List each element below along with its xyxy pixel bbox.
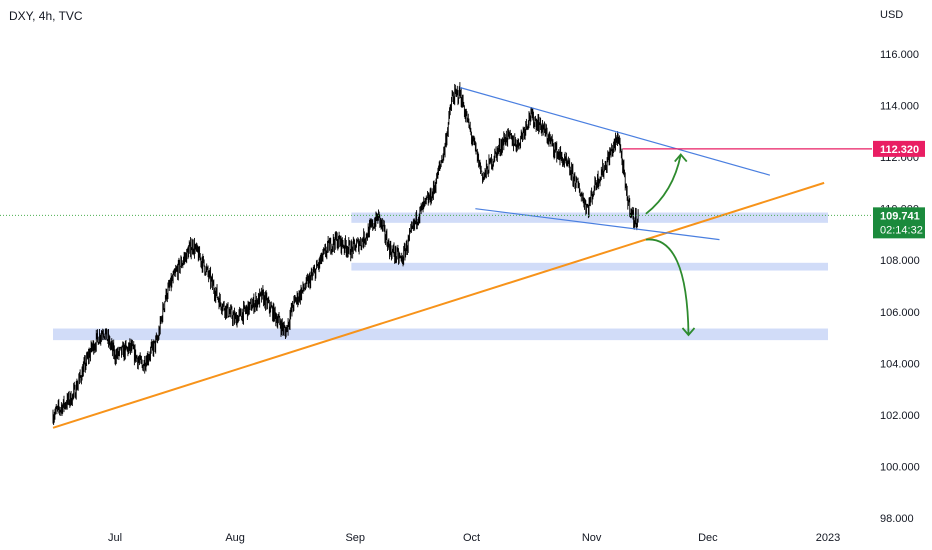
time-ticks: Jul Aug Sep Oct Nov Dec 2023 [108, 532, 840, 544]
last-price-tag [873, 207, 925, 239]
zone-0[interactable] [351, 212, 828, 223]
projection-arrows [645, 153, 696, 337]
time-tick-label: Oct [463, 532, 480, 544]
zone-1[interactable] [351, 262, 828, 271]
price-tick-label: 102.000 [880, 410, 920, 422]
bar-countdown: 02:14:32 [880, 224, 923, 236]
price-axis[interactable]: USD 116.000114.000112.000110.000108.0001… [872, 0, 932, 525]
price-tick-label: 108.000 [880, 255, 920, 267]
time-tick-label: Dec [698, 532, 718, 544]
price-tick-label: 98.000 [880, 513, 914, 525]
price-tick-label: 114.000 [880, 101, 919, 113]
arrow-up [645, 154, 682, 215]
target-price-label: 112.320 [880, 144, 919, 156]
trendline-support[interactable] [52, 181, 825, 429]
last-price-label: 109.741 [880, 210, 920, 222]
drawings [0, 86, 872, 429]
candles [52, 82, 639, 425]
time-tick-label: Nov [582, 532, 602, 544]
time-axis[interactable]: Jul Aug Sep Oct Nov Dec 2023 [108, 532, 840, 544]
arrowhead-up [674, 153, 688, 163]
symbol-title: DXY, 4h, TVC [9, 9, 83, 23]
price-tick-label: 100.000 [880, 461, 920, 473]
time-tick-label: Sep [345, 532, 365, 544]
price-tick-label: 116.000 [880, 49, 919, 61]
price-ticks: 116.000114.000112.000110.000108.000106.0… [880, 49, 920, 525]
time-tick-label: 2023 [816, 532, 840, 544]
time-tick-label: Jul [108, 532, 122, 544]
price-tick-label: 104.000 [880, 358, 920, 370]
arrow-down [645, 238, 690, 335]
price-tick-label: 106.000 [880, 307, 920, 319]
target-price-tag [873, 140, 925, 157]
zone-2[interactable] [53, 328, 828, 341]
trendline-wedge-upper[interactable] [459, 86, 771, 176]
time-tick-label: Aug [225, 532, 245, 544]
support-zones [53, 212, 828, 341]
currency-label: USD [880, 9, 903, 21]
price-axis-bg [872, 0, 932, 525]
arrowhead-down [681, 327, 696, 337]
trendline-wedge-lower[interactable] [475, 208, 720, 241]
price-tags: 112.320 109.741 02:14:32 [873, 140, 925, 239]
